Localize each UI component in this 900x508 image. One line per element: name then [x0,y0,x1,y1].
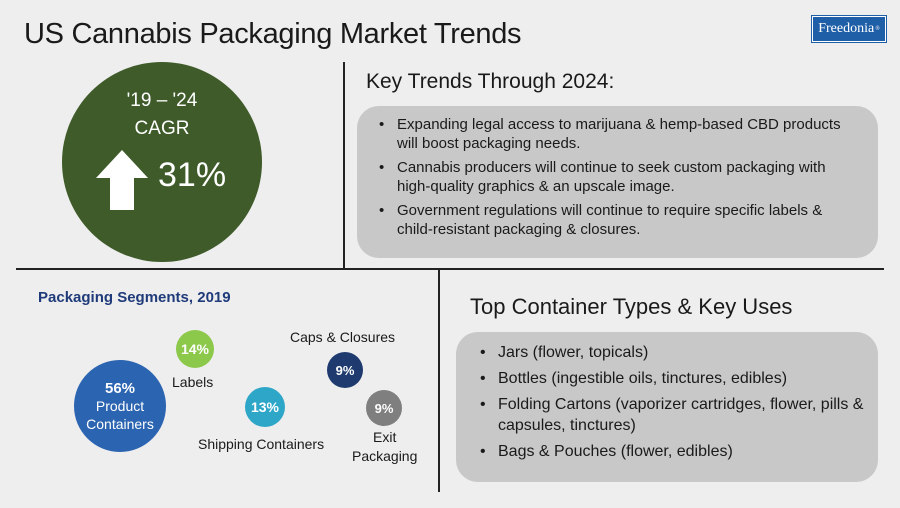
bullet-icon: • [480,344,486,361]
cagr-circle: '19 – '24 CAGR 31% [62,62,262,262]
segment-bubble-labels: 14% [176,330,214,368]
bullet-icon: • [480,370,486,387]
key-trends-box: • Expanding legal access to marijuana & h… [357,106,878,258]
cagr-value: 31% [158,156,227,194]
divider-horizontal [16,268,884,270]
trend-text: Government regulations will continue to … [397,202,823,238]
segment-bubble-shipping-containers: 13% [245,387,285,427]
segment-name-line: Packaging [352,448,418,464]
bullet-icon: • [379,202,385,219]
divider-vertical-bottom [438,270,440,492]
container-use-text: Bags & Pouches (flower, edibles) [498,443,733,460]
segment-bubble-caps-closures: 9% [327,352,363,388]
trend-text: Expanding legal access to marijuana & he… [397,116,841,152]
divider-vertical-top [343,62,345,268]
list-item: • Folding Cartons (vaporizer cartridges, … [474,394,864,436]
trend-text: Cannabis producers will continue to seek… [397,159,826,195]
segment-name-line: Product [95,397,145,414]
segment-name-line: Containers [86,415,154,432]
container-use-text: Folding Cartons (vaporizer cartridges, f… [498,396,864,434]
segments-heading: Packaging Segments, 2019 [38,289,231,306]
segment-name-line: Exit [373,429,397,445]
list-item: • Cannabis producers will continue to see… [373,158,860,196]
segment-bubble-exit-packaging: 9% [366,390,402,426]
segment-pct: 14% [180,341,210,357]
cagr-label: CAGR [134,118,190,139]
logo-text: Freedonia [818,21,875,36]
bullet-icon: • [480,443,486,460]
container-use-text: Jars (flower, topicals) [498,344,649,361]
container-types-box: • Jars (flower, topicals) • Bottles (inges… [456,332,878,482]
segment-bubble-product-containers: 56% Product Containers [74,360,166,452]
bullet-icon: • [379,116,385,133]
list-item: • Government regulations will continue to… [373,201,860,239]
list-item: • Expanding legal access to marijuana & h… [373,115,860,153]
segment-label-shipping-containers: Shipping Containers [198,436,325,452]
segment-label-labels: Labels [172,374,214,390]
freedonia-logo[interactable]: Freedonia ® [811,15,887,43]
logo-registered-mark: ® [875,26,880,32]
segment-label-exit-packaging: Exit Packaging [352,428,417,466]
page-title: US Cannabis Packaging Market Trends [24,18,522,50]
segment-pct: 56% [104,379,136,397]
segment-pct: 9% [374,400,394,416]
container-types-heading: Top Container Types & Key Uses [470,294,793,319]
segment-pct: 13% [250,399,280,415]
up-arrow-icon [96,150,148,210]
list-item: • Bags & Pouches (flower, edibles) [474,441,864,462]
key-trends-heading: Key Trends Through 2024: [366,70,615,93]
list-item: • Bottles (ingestible oils, tinctures, ed… [474,368,864,389]
container-use-text: Bottles (ingestible oils, tinctures, edi… [498,370,788,387]
cagr-period: '19 – '24 [126,90,198,111]
bullet-icon: • [379,159,385,176]
segment-label-caps-closures: Caps & Closures [290,329,396,345]
segment-pct: 9% [335,362,355,378]
list-item: • Jars (flower, topicals) [474,342,864,363]
bullet-icon: • [480,396,486,413]
